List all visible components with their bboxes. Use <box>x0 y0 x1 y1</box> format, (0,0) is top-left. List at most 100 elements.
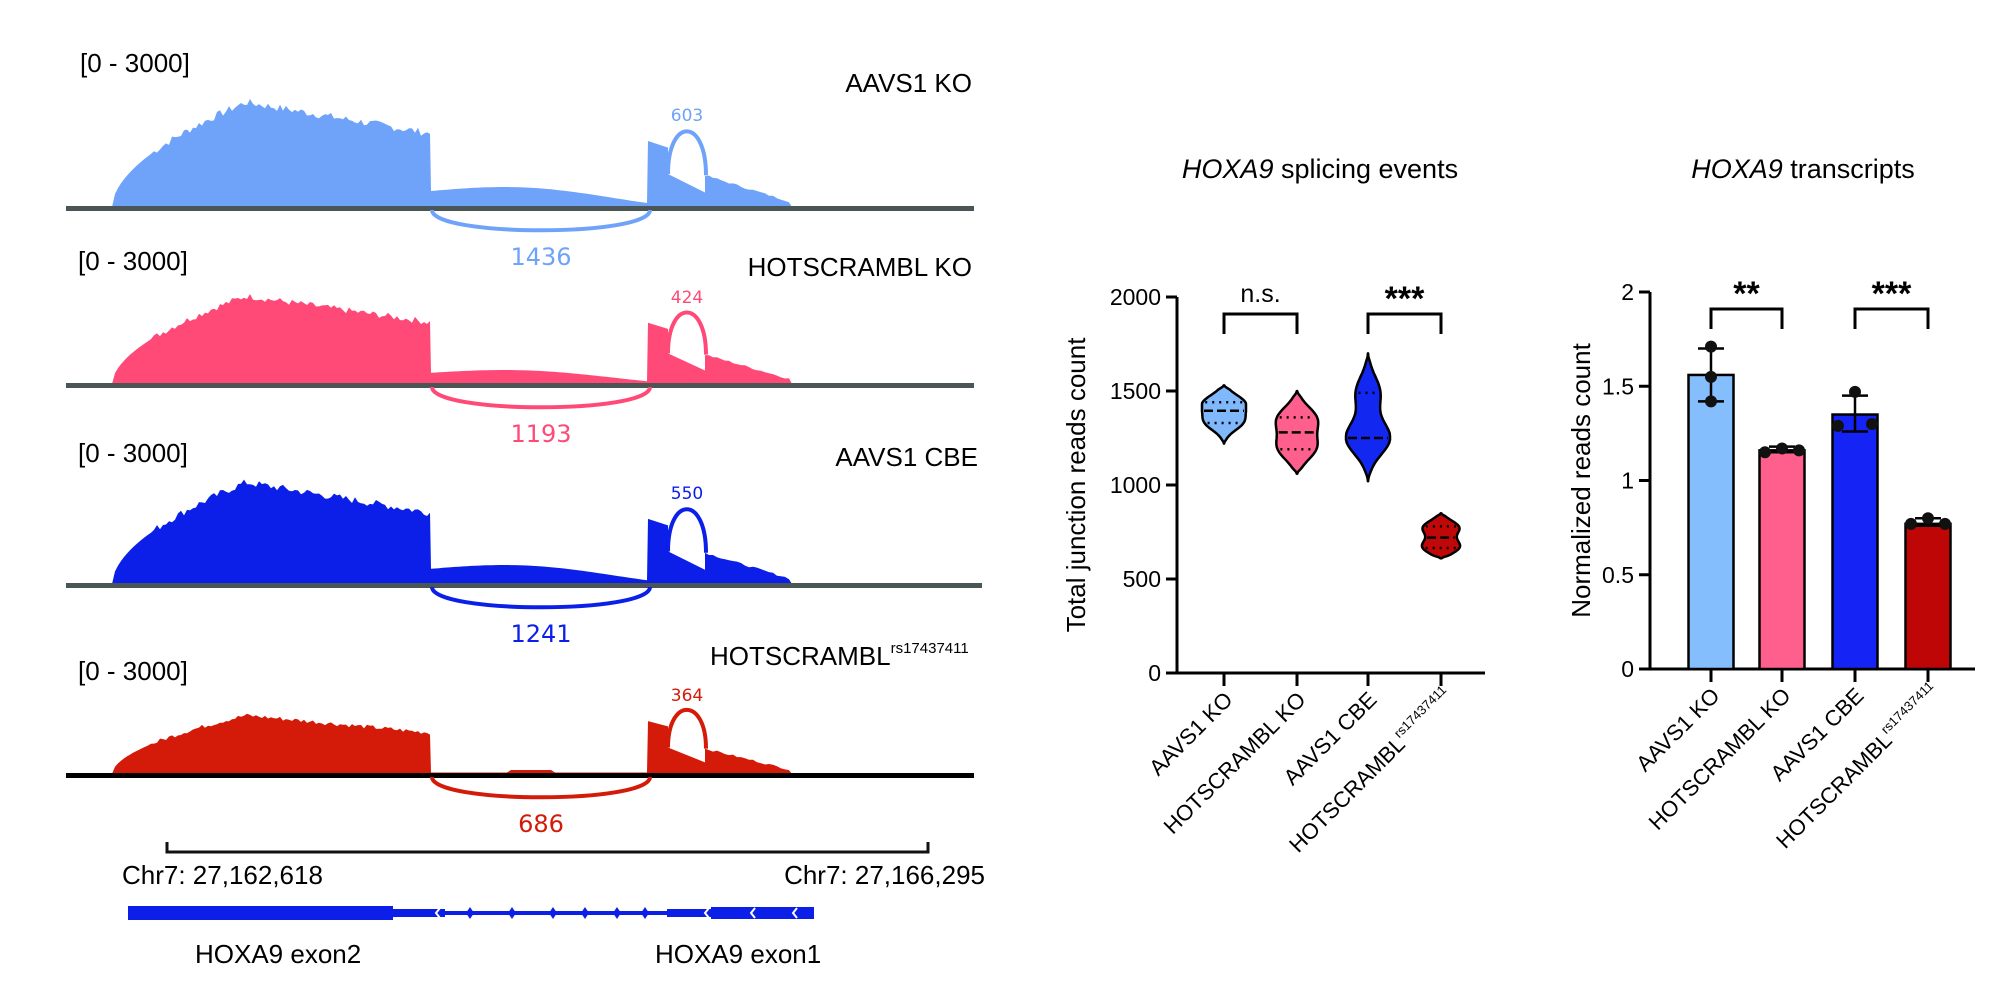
junction-count-long-1: 1436 <box>510 243 571 271</box>
strand-arrow-1 <box>466 907 474 919</box>
y-tick-label: 0.5 <box>1602 562 1634 588</box>
significance-bracket <box>1366 312 1443 334</box>
data-point <box>1849 385 1861 398</box>
y-axis-label: Normalized reads count <box>1566 342 1596 617</box>
track-4-range: [0 - 3000] <box>78 656 188 686</box>
genomic-scale-bar: Chr7: 27,162,618 Chr7: 27,166,295 <box>122 842 985 890</box>
strand-chevron-3 <box>749 907 756 919</box>
exon2-utr <box>393 909 445 917</box>
strand-arrow-3 <box>549 907 557 919</box>
chart-title: HOXA9 transcripts <box>1691 154 1915 184</box>
junction-arc-long-3 <box>430 586 652 610</box>
junction-count-long-3: 1241 <box>510 620 571 648</box>
track-baseline-4 <box>66 773 974 778</box>
data-point <box>1793 444 1805 457</box>
track-4-sample-main: HOTSCRAMBL <box>710 641 891 671</box>
violin-3 <box>1344 352 1392 483</box>
junction-count-long-2: 1193 <box>510 420 571 448</box>
data-point <box>1922 512 1934 525</box>
track-3-sample: AAVS1 CBE <box>835 442 978 472</box>
significance-label: *** <box>1385 280 1425 318</box>
y-tick-label: 1.5 <box>1602 373 1634 399</box>
coverage-area-4 <box>112 713 792 774</box>
bar-3 <box>1831 413 1879 671</box>
exon1-utr <box>667 909 711 917</box>
significance-bracket <box>1853 307 1930 329</box>
bar-4 <box>1904 522 1952 671</box>
strand-arrow-4 <box>581 907 589 919</box>
track-1-range: [0 - 3000] <box>80 48 190 78</box>
bar-1 <box>1687 373 1735 671</box>
y-tick-label: 1 <box>1621 468 1634 494</box>
coverage-area-2 <box>112 294 792 384</box>
junction-label-bg-4 <box>676 689 698 702</box>
data-point <box>1939 517 1951 530</box>
data-point <box>1832 419 1844 432</box>
track-baseline-3 <box>66 583 982 588</box>
significance-label: *** <box>1872 275 1912 313</box>
significance-bracket <box>1222 312 1299 334</box>
coverage-tracks: [0 - 3000] AAVS1 KO [0 - 3000] HOTSCRAMB… <box>66 48 982 838</box>
exon2-thick <box>128 906 393 920</box>
data-point <box>1905 517 1917 530</box>
junction-arc-long-1 <box>430 209 652 233</box>
x-tick-label-text: HOTSCRAMBL KO <box>1644 683 1796 835</box>
junction-arc-short-1 <box>666 129 708 176</box>
junction-arc-short-2 <box>666 310 708 355</box>
significance-bracket <box>1709 307 1784 329</box>
strand-arrow-5 <box>613 907 621 919</box>
y-tick-label: 2000 <box>1110 284 1161 310</box>
junction-label-bg-1 <box>676 109 698 121</box>
exon1-thick <box>711 907 814 919</box>
track-2-sample: HOTSCRAMBL KO <box>748 252 972 282</box>
junction-arc-short-4 <box>666 707 708 749</box>
violin-1 <box>1200 384 1248 445</box>
coverage-area-3 <box>112 479 792 584</box>
track-baseline-2 <box>66 383 974 388</box>
y-tick-label: 2 <box>1621 279 1634 305</box>
junction-label-bg-2 <box>676 290 698 303</box>
strand-arrow-2 <box>508 907 516 919</box>
y-tick-label: 500 <box>1123 566 1161 592</box>
x-tick-label: HOTSCRAMBL KO <box>1644 683 1796 835</box>
chart-title-gene: HOXA9 <box>1182 154 1274 184</box>
exon2-label: HOXA9 exon2 <box>195 939 361 969</box>
strand-chevron-4 <box>791 907 798 919</box>
junction-count-short-1: 603 <box>671 106 703 126</box>
scale-bar-line <box>165 842 930 854</box>
gene-model-hoxa9: HOXA9 exon2 HOXA9 exon1 <box>128 906 821 969</box>
chart-title-rest: splicing events <box>1273 154 1458 184</box>
chart-title-gene: HOXA9 <box>1691 154 1783 184</box>
exon1-label: HOXA9 exon1 <box>655 939 821 969</box>
junction-arc-long-2 <box>430 386 652 410</box>
junction-arc-long-4 <box>430 776 652 800</box>
track-2-range: [0 - 3000] <box>78 246 188 276</box>
bar-2 <box>1758 449 1806 671</box>
y-tick-label: 1000 <box>1110 472 1161 498</box>
data-point <box>1776 442 1788 455</box>
violin-chart: HOXA9 splicing events Total junction read… <box>1061 154 1485 857</box>
significance-label: ** <box>1733 275 1760 313</box>
junction-label-bg-3 <box>676 486 698 499</box>
scale-left-label: Chr7: 27,162,618 <box>122 860 323 890</box>
chart-title: HOXA9 splicing events <box>1182 154 1458 184</box>
junction-count-short-2: 424 <box>671 288 703 308</box>
track-1-sample: AAVS1 KO <box>845 68 972 98</box>
y-axis-label: Total junction reads count <box>1061 337 1091 633</box>
violin-4 <box>1420 511 1462 560</box>
strand-chevron-2 <box>703 907 710 919</box>
y-tick-label: 0 <box>1621 656 1634 682</box>
data-point <box>1705 340 1717 353</box>
x-tick-label-sup: rs17437411 <box>1878 678 1936 736</box>
track-3-range: [0 - 3000] <box>78 438 188 468</box>
y-tick-label: 0 <box>1148 660 1161 686</box>
track-4-sample: HOTSCRAMBLrs17437411 <box>710 640 969 671</box>
strand-chevron-1 <box>434 907 441 919</box>
track-4-sample-sup: rs17437411 <box>891 640 969 657</box>
coverage-area-1 <box>112 99 792 207</box>
junction-count-short-4: 364 <box>671 686 703 706</box>
junction-count-long-4: 686 <box>518 810 564 838</box>
chart-title-rest: transcripts <box>1783 154 1915 184</box>
